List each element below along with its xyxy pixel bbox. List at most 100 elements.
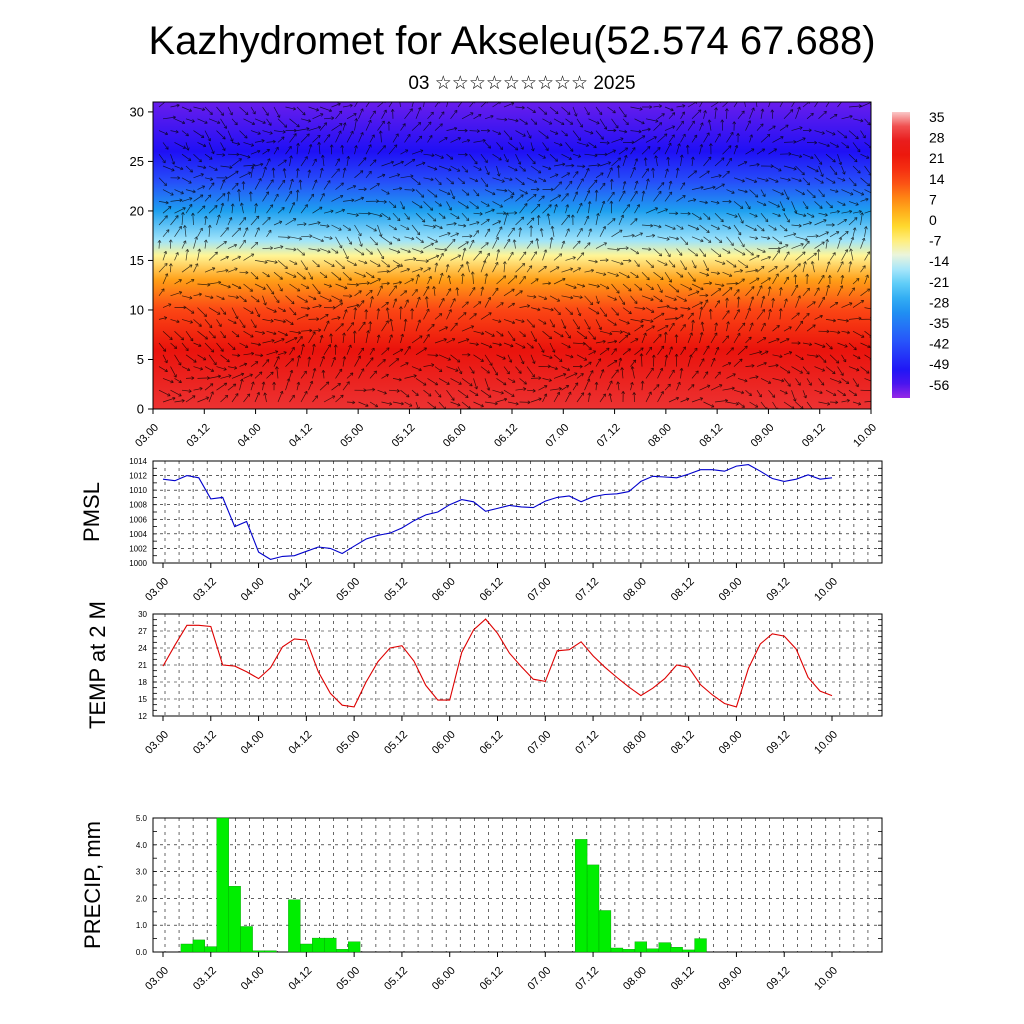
wind-arrow [680,260,687,271]
wind-arrow [438,189,451,196]
wind-arrow [295,168,300,178]
wind-arrow [354,248,365,256]
wind-arrow [381,160,395,167]
wind-arrow [806,324,816,332]
wind-arrow [365,289,373,297]
wind-arrow [388,201,397,208]
wind-arrow [254,162,264,167]
wind-arrow [457,102,463,108]
precip-bar [192,939,205,953]
wind-arrow [802,390,807,399]
wind-arrow [208,251,218,261]
wind-arrow [576,307,582,317]
wind-arrow [377,120,385,131]
wind-arrow [250,106,256,115]
wind-arrow [231,330,240,338]
wind-arrow [680,306,691,311]
wind-arrow [377,173,386,179]
wind-arrow [335,302,344,308]
wind-arrow [837,342,848,348]
wind-arrow [185,118,195,123]
wind-arrow [645,207,659,214]
wind-arrow [231,307,239,320]
precip-x-tick-label: 07.00 [525,965,553,993]
wind-arrow [576,392,585,403]
wind-arrow [484,228,491,237]
wind-arrow [183,225,187,237]
wind-arrow [271,167,276,178]
wind-arrow [411,201,423,209]
heat-x-tick-label: 08.12 [697,422,725,450]
wind-arrow [749,254,760,261]
wind-arrow [654,155,658,167]
wind-arrow [404,188,415,192]
wind-arrow [848,153,858,163]
wind-arrow [296,127,310,131]
wind-arrow [630,190,638,202]
wind-arrow [250,319,257,329]
wind-arrow [250,215,260,226]
wind-arrow [438,354,451,361]
precip-x-tick-label: 03.12 [191,965,219,993]
wind-arrow [565,118,574,125]
wind-arrow [806,165,819,173]
wind-arrow [657,390,664,403]
wind-arrow [754,102,758,108]
temp-x-tick-label: 06.00 [430,729,458,757]
wind-arrow [427,165,438,171]
wind-arrow [193,342,202,347]
temp-x-tick-label: 05.00 [334,729,362,757]
wind-arrow [162,142,169,150]
wind-arrow [791,263,801,273]
wind-arrow [438,252,444,261]
precip-x-tick-label: 04.12 [287,965,315,993]
wind-arrow [634,204,640,214]
wind-arrow [825,366,836,375]
wind-arrow [273,271,283,280]
colorbar-label: -28 [929,294,949,310]
wind-arrow [818,110,827,120]
colorbar-label: -35 [929,315,949,331]
wind-arrow [404,257,417,261]
wind-arrow [365,271,375,279]
wind-arrow [526,265,533,273]
wind-arrow [691,319,695,332]
wind-arrow [818,378,825,386]
wind-arrow [745,120,751,131]
wind-arrow [607,218,616,226]
wind-arrow [388,224,398,231]
wind-arrow [549,236,554,249]
wind-arrow [266,204,274,214]
wind-arrow [699,271,710,277]
wind-arrow [576,252,585,261]
wind-arrow [860,197,869,202]
wind-arrow [507,142,519,151]
heat-x-tick-label: 04.12 [287,422,315,450]
wind-arrow [342,198,355,203]
wind-arrow [480,242,489,249]
wind-arrow [653,384,660,391]
wind-arrow [484,142,492,149]
wind-arrow [515,216,525,226]
wind-arrow [503,288,515,297]
pmsl-y-tick-label: 1000 [129,559,147,568]
wind-arrow [733,248,746,256]
wind-arrow [814,219,827,226]
wind-arrow [756,390,762,398]
temp-x-tick-label: 07.00 [525,729,553,757]
wind-arrow [262,166,267,178]
wind-arrow [254,371,263,379]
wind-arrow [289,155,293,167]
wind-arrow [423,333,430,344]
wind-arrow [158,200,169,205]
wind-arrow [737,378,748,383]
wind-arrow [791,177,802,183]
precip-x-tick-label: 05.12 [382,965,410,993]
wind-arrow [618,106,627,118]
heat-x-tick-label: 03.00 [133,422,161,450]
wind-arrow [392,212,401,222]
wind-arrow [599,161,611,167]
precip-bar [646,948,659,953]
wind-arrow [848,366,860,372]
